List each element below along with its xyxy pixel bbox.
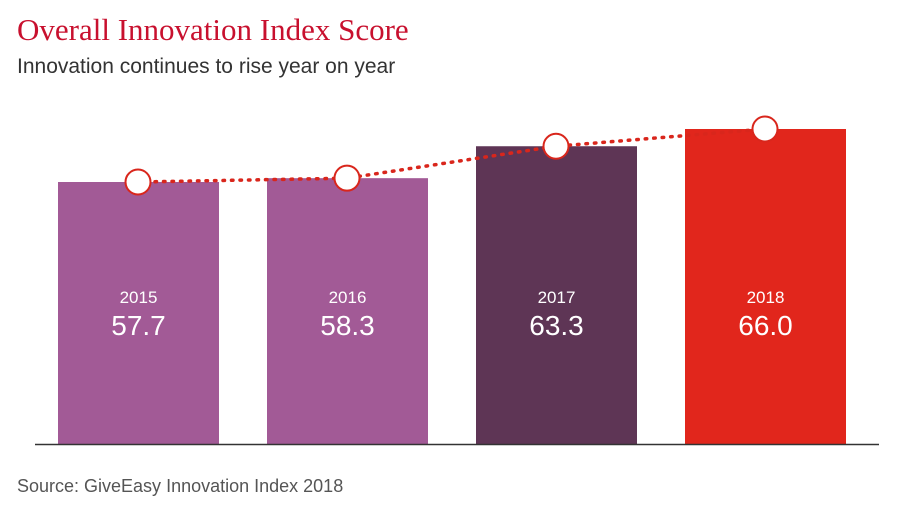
- trend-marker-2015: [124, 168, 152, 196]
- source-note: Source: GiveEasy Innovation Index 2018: [17, 476, 344, 496]
- chart-title: Overall Innovation Index Score: [17, 12, 409, 47]
- trend-marker-2017: [542, 132, 570, 160]
- bar-value-label: 66.0: [738, 310, 793, 341]
- bar-2018: [685, 129, 846, 444]
- bar-value-label: 63.3: [529, 310, 584, 341]
- bar-value-label: 57.7: [111, 310, 166, 341]
- trend-marker-2016: [333, 164, 361, 192]
- bar-year-label: 2018: [747, 288, 785, 307]
- bar-year-label: 2016: [329, 288, 367, 307]
- chart-subtitle: Innovation continues to rise year on yea…: [17, 55, 396, 78]
- bar-value-label: 58.3: [320, 310, 375, 341]
- bar-2016: [267, 178, 428, 444]
- bar-year-label: 2015: [120, 288, 158, 307]
- trend-marker-2018: [751, 115, 779, 143]
- trend-line: [136, 127, 767, 184]
- bar-2017: [476, 146, 637, 444]
- bar-2015: [58, 182, 219, 444]
- bar-year-label: 2017: [538, 288, 576, 307]
